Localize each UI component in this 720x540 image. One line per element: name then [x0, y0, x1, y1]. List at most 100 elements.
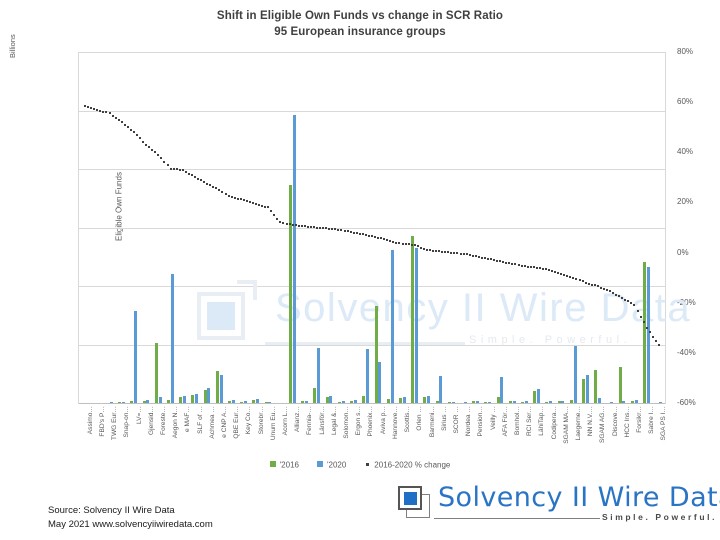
bar-2020[interactable] [573, 346, 577, 404]
bar-group[interactable] [164, 52, 176, 404]
bar-2020[interactable] [170, 273, 174, 404]
bar-2020[interactable] [488, 401, 492, 404]
bar-2016[interactable] [142, 400, 146, 404]
bar-2020[interactable] [475, 400, 479, 404]
bar-2016[interactable] [301, 401, 305, 404]
bar-2020[interactable] [121, 401, 125, 404]
bar-group[interactable] [311, 52, 323, 404]
bar-group[interactable] [299, 52, 311, 404]
legend-item[interactable]: 2016-2020 % change [364, 460, 450, 470]
bar-group[interactable] [213, 52, 225, 404]
bar-group[interactable] [238, 52, 250, 404]
bar-2020[interactable] [244, 401, 247, 404]
bar-2016[interactable] [313, 387, 317, 404]
legend-item[interactable]: '2016 [269, 460, 299, 470]
bar-2016[interactable] [630, 400, 634, 404]
bar-2016[interactable] [398, 398, 402, 404]
bar-2016[interactable] [594, 370, 598, 404]
bar-2020[interactable] [646, 267, 650, 404]
bar-group[interactable] [555, 52, 567, 404]
bar-2020[interactable] [390, 250, 394, 404]
bar-group[interactable] [494, 52, 506, 404]
bar-2016[interactable] [154, 342, 158, 404]
bar-group[interactable] [348, 52, 360, 404]
bar-2020[interactable] [292, 115, 296, 404]
bar-2016[interactable] [423, 397, 427, 404]
bar-2016[interactable] [435, 400, 439, 404]
bar-group[interactable] [641, 52, 653, 404]
bar-2016[interactable] [618, 366, 622, 404]
bar-2020[interactable] [427, 396, 431, 404]
bar-2020[interactable] [524, 401, 528, 404]
bar-2016[interactable] [508, 401, 512, 404]
bar-2020[interactable] [512, 400, 516, 404]
bar-group[interactable] [580, 52, 592, 404]
bar-2020[interactable] [219, 375, 223, 404]
bar-2020[interactable] [329, 395, 333, 404]
bar-2020[interactable] [549, 401, 553, 404]
bar-2016[interactable] [179, 396, 183, 404]
bar-2020[interactable] [622, 400, 626, 404]
bar-2016[interactable] [643, 262, 647, 404]
bar-group[interactable] [628, 52, 640, 404]
bar-2016[interactable] [545, 401, 549, 404]
bar-2020[interactable] [561, 400, 565, 404]
bar-group[interactable] [360, 52, 372, 404]
bar-2016[interactable] [362, 396, 366, 404]
bar-2020[interactable] [195, 393, 199, 404]
bar-group[interactable] [140, 52, 152, 404]
bar-2016[interactable] [289, 184, 293, 404]
bar-2016[interactable] [215, 370, 219, 404]
bar-2016[interactable] [521, 401, 524, 404]
bar-group[interactable] [287, 52, 299, 404]
bar-group[interactable] [189, 52, 201, 404]
bar-group[interactable] [543, 52, 555, 404]
bar-2020[interactable] [305, 400, 309, 404]
bar-2020[interactable] [158, 396, 162, 404]
bar-2016[interactable] [325, 396, 329, 404]
bar-group[interactable] [128, 52, 140, 404]
bar-2020[interactable] [207, 387, 211, 404]
bar-2016[interactable] [374, 306, 378, 404]
bar-2020[interactable] [500, 377, 504, 404]
bar-group[interactable] [433, 52, 445, 404]
bar-group[interactable] [250, 52, 262, 404]
bar-2020[interactable] [610, 401, 614, 404]
bar-group[interactable] [372, 52, 384, 404]
bar-2020[interactable] [182, 395, 186, 404]
bar-2016[interactable] [557, 401, 561, 404]
bar-group[interactable] [201, 52, 213, 404]
bar-2016[interactable] [203, 389, 207, 404]
bar-group[interactable] [567, 52, 579, 404]
bar-2020[interactable] [378, 361, 382, 404]
bar-2020[interactable] [463, 401, 467, 404]
bar-2020[interactable] [231, 400, 235, 404]
bar-2020[interactable] [268, 401, 272, 404]
bar-group[interactable] [519, 52, 531, 404]
bar-2016[interactable] [496, 397, 500, 404]
bar-group[interactable] [470, 52, 482, 404]
bar-2020[interactable] [585, 374, 589, 404]
bar-group[interactable] [335, 52, 347, 404]
bar-group[interactable] [323, 52, 335, 404]
bar-2016[interactable] [252, 399, 256, 404]
bar-2020[interactable] [634, 400, 638, 404]
legend-item[interactable]: '2020 [316, 460, 346, 470]
bar-group[interactable] [396, 52, 408, 404]
bar-2016[interactable] [472, 401, 476, 404]
bar-2020[interactable] [353, 400, 357, 404]
bar-group[interactable] [409, 52, 421, 404]
bar-2016[interactable] [411, 235, 415, 404]
bar-2016[interactable] [240, 401, 244, 404]
bar-2020[interactable] [402, 396, 406, 404]
bar-2016[interactable] [191, 395, 195, 404]
bar-group[interactable] [421, 52, 433, 404]
bar-2020[interactable] [341, 401, 345, 404]
bar-2020[interactable] [537, 388, 540, 404]
bar-group[interactable] [152, 52, 164, 404]
bar-2016[interactable] [130, 401, 134, 404]
bar-2016[interactable] [166, 399, 170, 404]
bar-2020[interactable] [317, 347, 321, 404]
bar-2020[interactable] [414, 247, 418, 404]
bar-2016[interactable] [337, 401, 341, 404]
